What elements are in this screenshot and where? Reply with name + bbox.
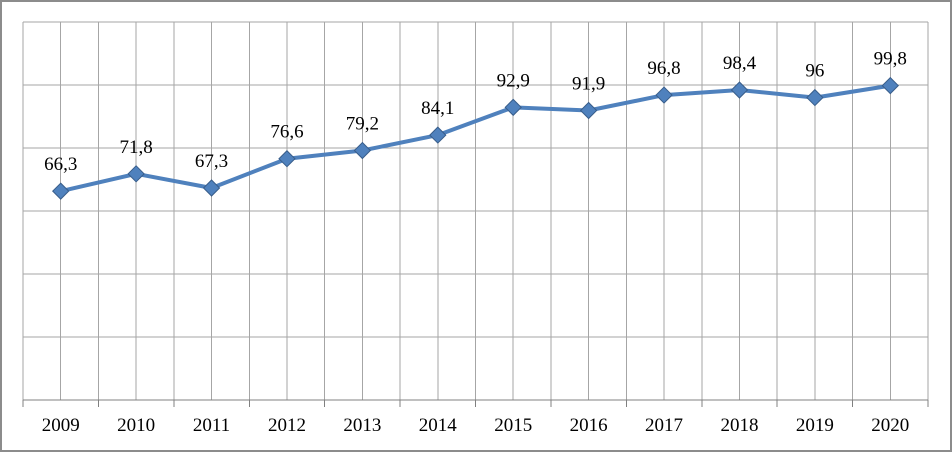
x-axis-tick-label: 2015 xyxy=(494,415,532,436)
data-labels: 66,3 71,8 67,3 76,6 79,2 84,1 92,9 91,9 96,8 98,4… xyxy=(44,49,907,176)
data-point-marker xyxy=(806,88,824,107)
data-label: 66,3 xyxy=(44,154,77,175)
data-label: 79,2 xyxy=(346,114,379,135)
data-point-marker xyxy=(881,76,899,95)
data-label: 92,9 xyxy=(497,70,530,91)
data-label: 96,8 xyxy=(647,58,680,79)
x-axis-tick-label: 2016 xyxy=(570,415,608,436)
data-label: 67,3 xyxy=(195,151,228,172)
data-label: 84,1 xyxy=(421,98,454,119)
data-label: 71,8 xyxy=(120,137,153,158)
x-axis-tick-label: 2017 xyxy=(645,415,683,436)
x-axis-tick-label: 2010 xyxy=(117,415,155,436)
data-label: 91,9 xyxy=(572,74,605,95)
x-axis-labels: 2009 2010 2011 2012 2013 2014 2015 2016 2017 2018… xyxy=(42,415,910,436)
data-point-marker xyxy=(353,141,372,160)
x-axis-tick-label: 2019 xyxy=(796,415,834,436)
data-point-marker xyxy=(52,182,70,200)
data-point-marker xyxy=(127,165,145,183)
data-label: 96 xyxy=(805,61,824,82)
data-point-marker xyxy=(504,98,522,117)
data-point-marker xyxy=(278,150,296,168)
data-label: 99,8 xyxy=(874,49,907,70)
x-axis-tick-label: 2020 xyxy=(871,415,909,436)
x-axis-tick-label: 2014 xyxy=(419,415,458,436)
x-axis-tick-label: 2013 xyxy=(343,415,381,436)
data-point-markers xyxy=(52,76,899,200)
horizontal-gridlines xyxy=(23,21,928,401)
data-point-marker xyxy=(579,101,598,120)
series-line xyxy=(58,83,893,194)
x-axis-tick-label: 2009 xyxy=(42,415,80,436)
x-axis-tick-label: 2018 xyxy=(720,415,758,436)
x-axis-ticks xyxy=(22,400,929,407)
x-axis-tick-label: 2012 xyxy=(268,415,306,436)
data-label: 98,4 xyxy=(723,53,757,74)
data-point-marker xyxy=(202,179,221,197)
data-label: 76,6 xyxy=(270,122,303,143)
data-point-marker xyxy=(655,86,673,104)
data-point-marker xyxy=(429,126,447,144)
data-point-marker xyxy=(730,81,749,99)
x-axis-tick-label: 2011 xyxy=(193,415,230,436)
